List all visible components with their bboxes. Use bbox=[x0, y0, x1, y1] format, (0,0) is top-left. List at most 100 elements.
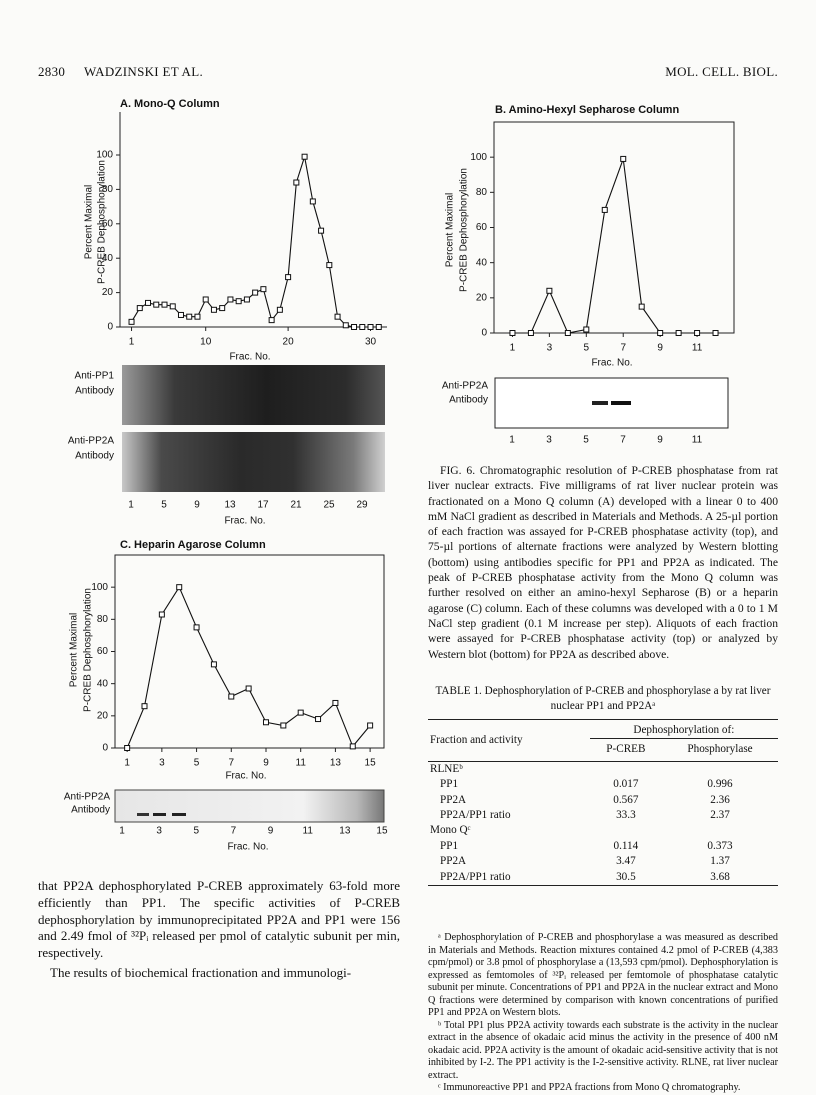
y-tick-label: 80 bbox=[97, 614, 109, 625]
table-header: P-CREB bbox=[589, 738, 663, 762]
body-text: that PP2A dephosphorylated P-CREB approx… bbox=[38, 878, 400, 985]
blot-band bbox=[137, 813, 149, 816]
data-point bbox=[153, 301, 160, 308]
y-axis-label: Percent Maximal bbox=[84, 185, 95, 259]
data-point bbox=[583, 326, 590, 333]
y-tick-label: 60 bbox=[97, 646, 109, 657]
table-row: PP2A/PP1 ratio 33.3 2.37 bbox=[428, 808, 778, 823]
data-point bbox=[712, 330, 719, 336]
y-tick-label: 0 bbox=[481, 328, 487, 339]
x-tick-label: 20 bbox=[283, 337, 295, 348]
y-tick-label: 80 bbox=[102, 184, 114, 195]
data-point bbox=[297, 709, 304, 716]
x-tick-label: 3 bbox=[159, 758, 165, 769]
data-point bbox=[301, 153, 308, 160]
y-tick-label: 0 bbox=[102, 743, 108, 754]
lane-axis-label: Frac. No. bbox=[227, 842, 268, 853]
table-cell: 0.373 bbox=[707, 839, 733, 852]
table-cell: 3.68 bbox=[710, 870, 730, 883]
data-point bbox=[161, 301, 168, 308]
data-point bbox=[675, 330, 682, 336]
figure-caption: FIG. 6. Chromatographic resolution of P-… bbox=[428, 464, 778, 661]
y-tick-label: 20 bbox=[476, 292, 488, 303]
chart-title: A. Mono-Q Column bbox=[120, 98, 220, 110]
x-tick-label: 30 bbox=[365, 337, 377, 348]
blot-label: Antibody bbox=[71, 805, 110, 816]
data-point bbox=[202, 296, 209, 303]
table-cell: 33.3 bbox=[616, 809, 636, 822]
table-cell: PP2A bbox=[440, 793, 467, 806]
blot-band bbox=[592, 401, 608, 405]
y-tick-label: 100 bbox=[91, 582, 108, 593]
lane-label: 1 bbox=[119, 826, 125, 837]
data-point bbox=[332, 699, 339, 706]
lane-label: 9 bbox=[657, 435, 663, 446]
table-header: Phosphorylase bbox=[662, 738, 778, 762]
blot-image bbox=[122, 432, 385, 492]
data-point bbox=[243, 296, 250, 303]
lane-label: 1 bbox=[128, 500, 134, 511]
table-cell: 0.996 bbox=[707, 778, 733, 791]
data-point bbox=[124, 745, 131, 751]
data-point bbox=[349, 743, 356, 750]
blot-label: Antibody bbox=[75, 451, 114, 462]
y-tick-label: 20 bbox=[97, 710, 109, 721]
table-cell: PP2A bbox=[440, 855, 467, 868]
lane-label: 25 bbox=[323, 500, 335, 511]
data-point bbox=[367, 722, 374, 729]
x-tick-label: 7 bbox=[620, 343, 626, 354]
data-point bbox=[252, 289, 259, 296]
lane-label: 7 bbox=[620, 435, 626, 446]
table-cell: 1.37 bbox=[710, 855, 730, 868]
x-tick-label: 10 bbox=[200, 337, 212, 348]
table-cell: 0.114 bbox=[613, 839, 639, 852]
plot-frame bbox=[493, 121, 735, 334]
x-tick-label: 11 bbox=[692, 343, 703, 354]
y-tick-label: 100 bbox=[96, 150, 113, 161]
blot-band bbox=[153, 813, 166, 816]
lane-label: 3 bbox=[546, 435, 552, 446]
data-point bbox=[564, 330, 571, 336]
lane-label: 11 bbox=[692, 435, 703, 446]
y-tick-label: 80 bbox=[476, 187, 488, 198]
data-point bbox=[210, 306, 217, 313]
data-point bbox=[293, 179, 300, 186]
y-tick-label: 40 bbox=[476, 257, 488, 268]
table-cell: PP1 bbox=[440, 839, 459, 852]
table-row: Mono Qᶜ bbox=[428, 823, 778, 838]
data-point bbox=[359, 324, 366, 330]
table-cell: RLNEᵇ bbox=[430, 762, 463, 775]
table-cell: PP2A/PP1 ratio bbox=[440, 870, 511, 883]
y-axis-label: Percent Maximal bbox=[69, 613, 80, 687]
data-point bbox=[285, 274, 292, 281]
chart-title: B. Amino-Hexyl Sepharose Column bbox=[495, 104, 679, 116]
table-row: RLNEᵇ bbox=[428, 761, 778, 777]
data-point bbox=[694, 330, 701, 336]
y-tick-label: 100 bbox=[470, 152, 487, 163]
data-point bbox=[276, 306, 283, 313]
data-point bbox=[375, 324, 382, 330]
blot-label: Anti-PP2A bbox=[442, 381, 488, 392]
data-point bbox=[342, 322, 349, 329]
journal: MOL. CELL. BIOL. bbox=[665, 64, 778, 79]
table-row: PP1 0.017 0.996 bbox=[428, 777, 778, 792]
data-point bbox=[657, 330, 664, 336]
x-tick-label: 5 bbox=[584, 343, 590, 354]
lane-axis-label: Frac. No. bbox=[224, 516, 265, 527]
data-line bbox=[126, 585, 371, 749]
x-axis-label: Frac. No. bbox=[229, 352, 270, 363]
data-point bbox=[228, 693, 235, 700]
data-point bbox=[193, 624, 200, 631]
table-header: Fraction and activity bbox=[428, 719, 590, 762]
data-point bbox=[210, 661, 217, 668]
blot-label: Anti-PP2A bbox=[68, 436, 114, 447]
x-tick-label: 11 bbox=[296, 758, 307, 769]
table-grid: Fraction and activity Dephosphorylation … bbox=[428, 719, 778, 887]
data-point bbox=[509, 330, 516, 336]
data-point bbox=[326, 262, 333, 269]
y-tick-label: 60 bbox=[102, 218, 114, 229]
data-point bbox=[546, 287, 553, 294]
lane-label: 5 bbox=[193, 826, 199, 837]
table-row: PP2A 0.567 2.36 bbox=[428, 793, 778, 808]
data-point bbox=[235, 298, 242, 305]
